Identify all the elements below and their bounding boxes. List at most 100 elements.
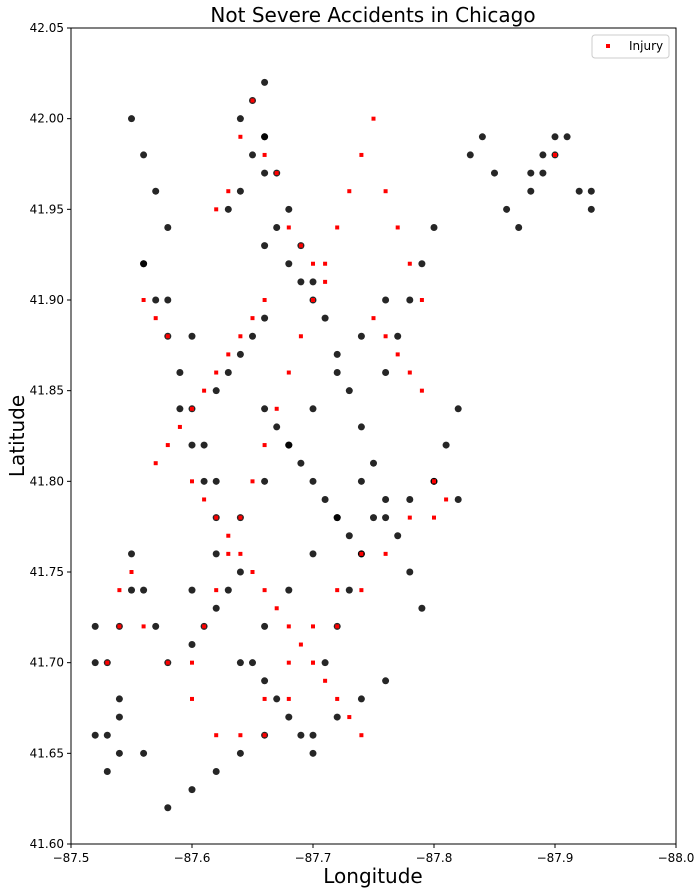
injury-point <box>238 515 243 520</box>
accident-point <box>188 641 196 649</box>
accident-point <box>249 659 256 667</box>
injury-point <box>371 316 376 321</box>
injury-point <box>262 443 267 448</box>
accident-point <box>249 332 256 340</box>
injury-point <box>553 152 557 157</box>
accident-point <box>285 586 293 594</box>
accident-point <box>164 804 172 812</box>
accident-point <box>273 223 281 231</box>
plot-area-frame <box>70 27 677 845</box>
injury-point <box>177 424 182 429</box>
x-tick-label: −88.0 <box>658 851 695 865</box>
accident-point <box>357 477 365 485</box>
accident-point <box>91 731 99 739</box>
accident-point <box>91 622 99 630</box>
accident-point <box>370 459 377 467</box>
injury-point <box>407 261 412 266</box>
y-tick-label: 41.75 <box>30 565 64 579</box>
injury-point <box>311 261 315 266</box>
accident-point <box>478 133 486 141</box>
injury-point <box>311 298 315 302</box>
injury-point <box>335 696 340 701</box>
accident-point <box>103 767 111 775</box>
accident-point <box>297 731 305 739</box>
injury-layer <box>105 98 557 738</box>
accident-point <box>128 550 135 558</box>
injury-point <box>395 225 400 230</box>
injury-point <box>262 733 267 738</box>
injury-point <box>190 660 194 665</box>
accident-point <box>454 405 462 413</box>
injury-point <box>347 189 352 194</box>
injury-point <box>250 479 255 484</box>
injury-point <box>323 279 328 284</box>
injury-point <box>165 334 170 339</box>
injury-point <box>250 98 255 103</box>
accident-point <box>188 441 196 449</box>
accident-point <box>91 659 99 667</box>
accident-point <box>128 586 135 594</box>
injury-point <box>407 515 412 520</box>
injury-point <box>286 696 291 701</box>
injury-point <box>383 551 388 556</box>
injury-point <box>311 624 315 629</box>
y-tick-label: 41.70 <box>30 656 64 670</box>
accident-point <box>321 314 329 322</box>
accident-point <box>200 441 208 449</box>
accident-point <box>115 713 123 721</box>
injury-point <box>226 551 231 556</box>
accident-point <box>212 477 220 485</box>
injury-point <box>383 334 388 339</box>
accident-point <box>212 767 220 775</box>
injury-point <box>335 225 340 230</box>
accident-point <box>309 749 317 757</box>
accident-point <box>103 731 111 739</box>
accident-point <box>261 133 269 141</box>
accident-point <box>357 695 365 703</box>
injury-point <box>359 588 364 593</box>
injury-point <box>323 678 328 683</box>
x-tick-label: −87.9 <box>537 851 574 865</box>
accident-point <box>370 514 377 522</box>
accident-point <box>224 586 232 594</box>
accident-point <box>345 586 353 594</box>
accident-point <box>333 514 341 522</box>
accident-point <box>176 405 184 413</box>
injury-point <box>262 696 267 701</box>
injury-point <box>262 298 267 302</box>
accident-point <box>261 242 269 250</box>
y-tick-label: 42.00 <box>30 112 64 126</box>
accident-point <box>236 350 244 358</box>
accident-point <box>236 568 244 576</box>
injury-point <box>226 352 231 357</box>
injury-point <box>274 171 279 176</box>
injury-point <box>141 298 146 302</box>
accident-point <box>394 532 402 540</box>
accident-point <box>333 713 341 721</box>
accident-point <box>321 659 329 667</box>
accident-point <box>115 695 123 703</box>
accident-point <box>212 604 220 612</box>
accident-point <box>188 786 196 794</box>
accident-point <box>285 205 293 213</box>
accident-point <box>345 532 353 540</box>
y-tick-label: 41.65 <box>30 746 64 760</box>
accident-point <box>491 169 498 177</box>
injury-point <box>383 189 388 194</box>
accident-point <box>140 749 148 757</box>
injury-point <box>444 497 449 502</box>
x-tick-label: −87.7 <box>295 851 332 865</box>
x-tick-label: −87.5 <box>53 851 90 865</box>
accident-point <box>382 514 390 522</box>
y-tick-label: 42.05 <box>30 21 64 35</box>
accident-point <box>539 151 547 159</box>
injury-point <box>238 551 243 556</box>
accident-point <box>236 749 244 757</box>
accident-point <box>297 278 305 286</box>
injury-point <box>298 642 303 647</box>
accident-point <box>309 405 317 413</box>
accident-point <box>140 151 148 159</box>
accident-point <box>249 151 256 159</box>
accident-point <box>309 550 317 558</box>
